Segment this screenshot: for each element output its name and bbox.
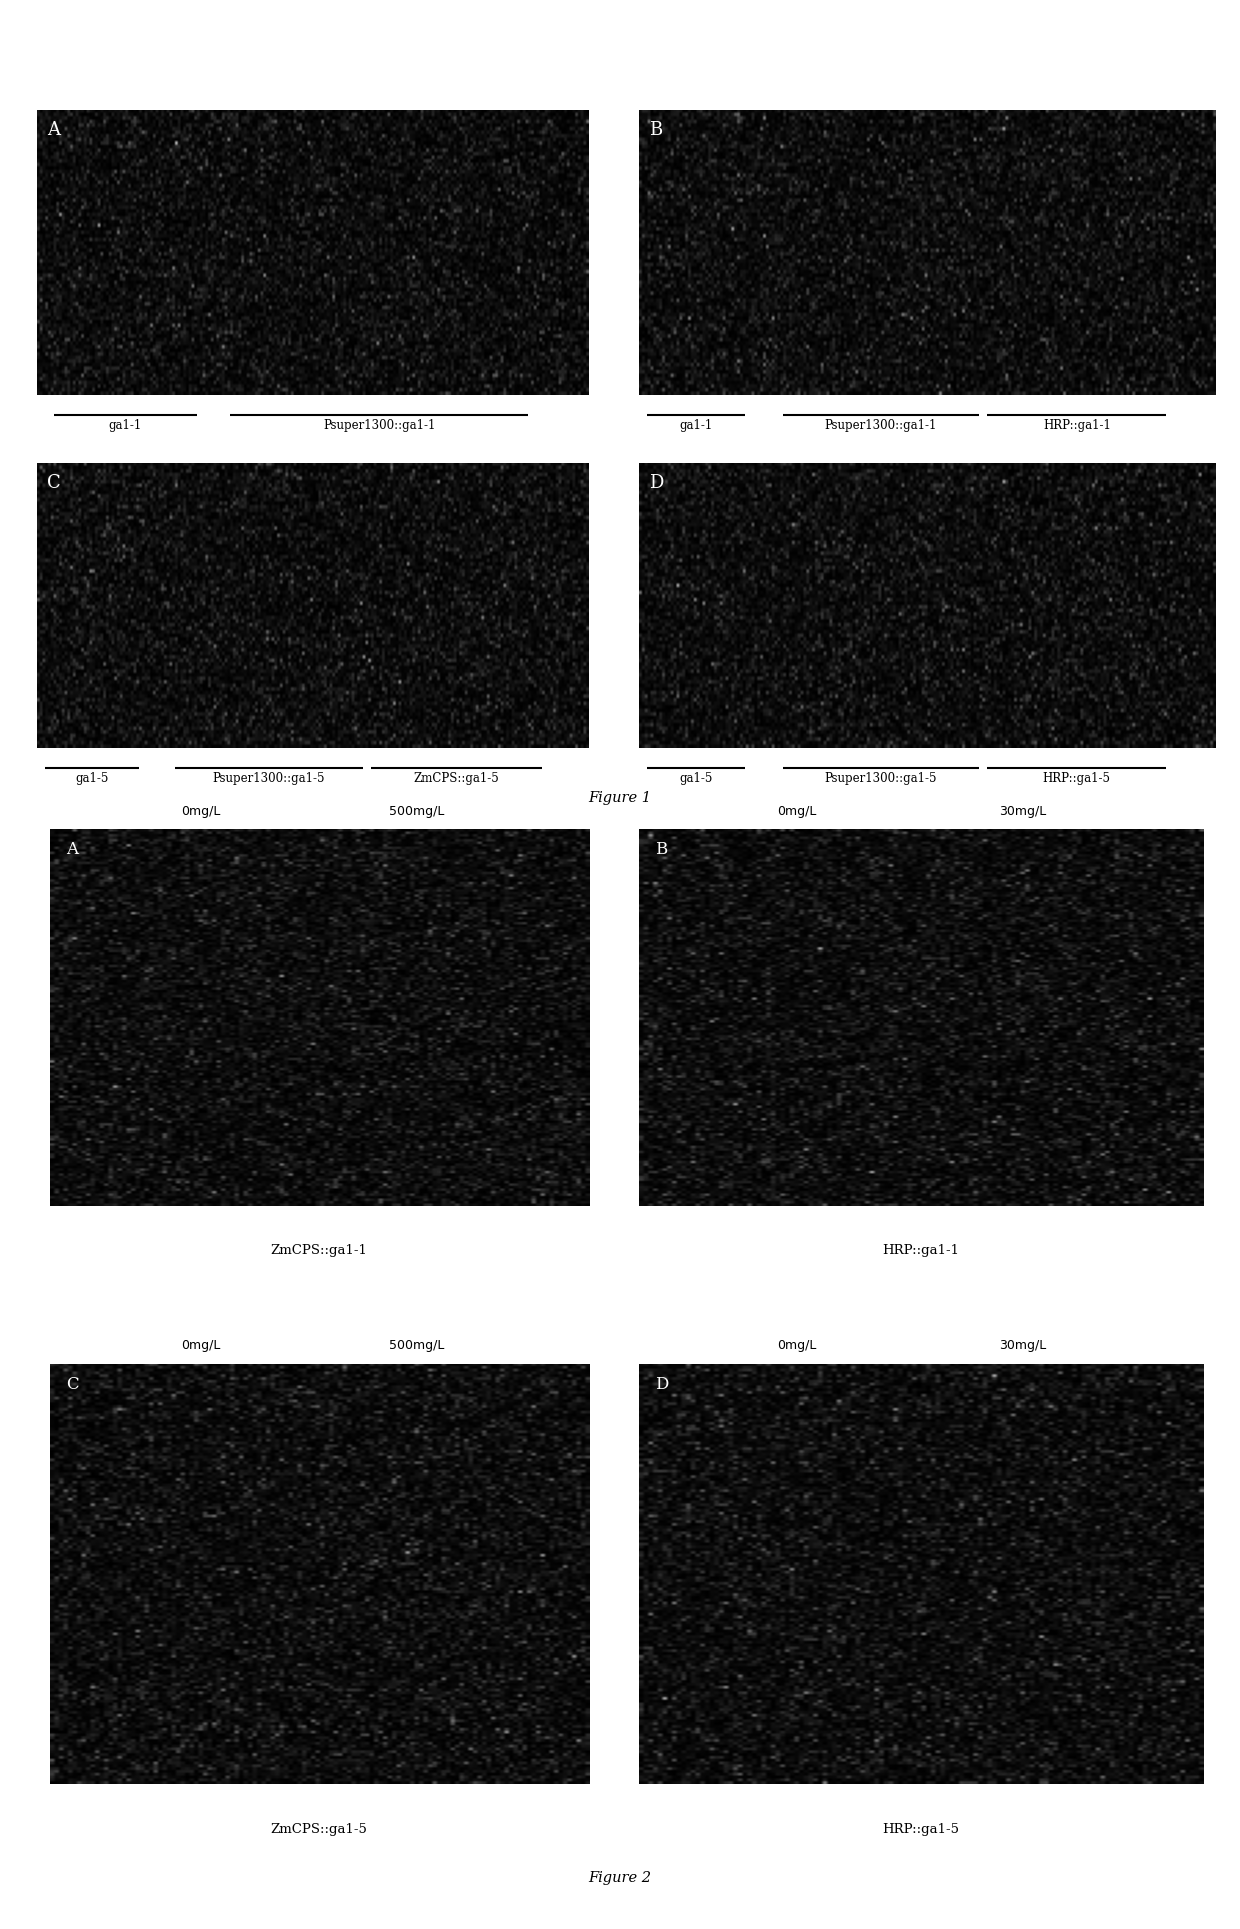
Text: Figure 2: Figure 2 [589, 1871, 651, 1885]
Text: ga1-1: ga1-1 [109, 419, 143, 432]
Text: 0mg/L: 0mg/L [777, 804, 816, 818]
Text: ZmCPS::ga1-5: ZmCPS::ga1-5 [270, 1823, 368, 1836]
Text: D: D [649, 475, 663, 492]
Text: Psuper1300::ga1-5: Psuper1300::ga1-5 [213, 772, 325, 785]
Text: 30mg/L: 30mg/L [998, 1339, 1045, 1352]
Text: HRP::ga1-5: HRP::ga1-5 [1043, 772, 1111, 785]
Text: ga1-5: ga1-5 [680, 772, 713, 785]
Text: Psuper1300::ga1-5: Psuper1300::ga1-5 [825, 772, 937, 785]
Text: 30mg/L: 30mg/L [998, 804, 1045, 818]
Text: HRP::ga1-1: HRP::ga1-1 [882, 1244, 960, 1258]
Text: A: A [66, 841, 78, 858]
Text: HRP::ga1-1: HRP::ga1-1 [1043, 419, 1111, 432]
Text: C: C [66, 1377, 78, 1393]
Text: HRP::ga1-5: HRP::ga1-5 [882, 1823, 960, 1836]
Text: ga1-5: ga1-5 [76, 772, 109, 785]
Text: Figure 1: Figure 1 [589, 791, 651, 804]
Text: 0mg/L: 0mg/L [777, 1339, 816, 1352]
Text: Psuper1300::ga1-1: Psuper1300::ga1-1 [825, 419, 937, 432]
Text: 500mg/L: 500mg/L [388, 1339, 444, 1352]
Text: C: C [47, 475, 61, 492]
Text: ZmCPS::ga1-1: ZmCPS::ga1-1 [270, 1244, 368, 1258]
Text: ZmCPS::ga1-5: ZmCPS::ga1-5 [414, 772, 500, 785]
Text: B: B [649, 122, 662, 139]
Text: ga1-1: ga1-1 [680, 419, 713, 432]
Text: 500mg/L: 500mg/L [388, 804, 444, 818]
Text: A: A [47, 122, 60, 139]
Text: 0mg/L: 0mg/L [181, 804, 221, 818]
Text: Psuper1300::ga1-1: Psuper1300::ga1-1 [324, 419, 435, 432]
Text: B: B [656, 841, 668, 858]
Text: D: D [656, 1377, 668, 1393]
Text: 0mg/L: 0mg/L [181, 1339, 221, 1352]
